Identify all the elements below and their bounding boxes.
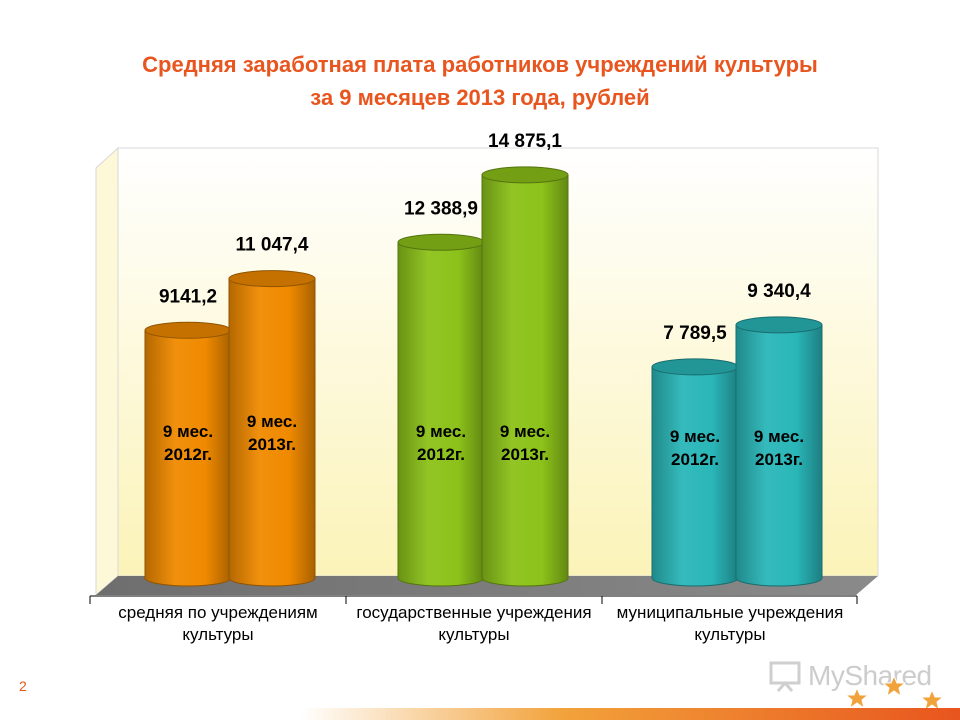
category-label: средняя по учреждениям xyxy=(118,603,317,622)
bar-top xyxy=(651,358,739,376)
series-label: 9 мес. xyxy=(163,422,213,441)
category-label: муниципальные учреждения xyxy=(617,603,844,622)
bar-body xyxy=(228,278,316,587)
bar-top xyxy=(228,270,316,288)
series-label: 9 мес. xyxy=(670,427,720,446)
bar-top xyxy=(735,316,823,334)
bar xyxy=(481,166,569,587)
bar-body xyxy=(481,174,569,587)
data-label: 9141,2 xyxy=(159,286,217,307)
bar-body xyxy=(397,241,485,587)
data-label: 12 388,9 xyxy=(404,198,478,219)
chart-title: Средняя заработная плата работников учре… xyxy=(20,48,940,114)
chart-side-wall xyxy=(95,146,119,597)
series-label: 9 мес. xyxy=(754,427,804,446)
series-label: 2012г. xyxy=(164,445,212,464)
bar-top xyxy=(144,321,232,339)
bar-body xyxy=(651,366,739,587)
category-label: культуры xyxy=(438,625,509,644)
data-label: 7 789,5 xyxy=(663,323,727,344)
series-label: 2012г. xyxy=(671,450,719,469)
myshared-logo: MyShared xyxy=(768,656,932,696)
bar-top xyxy=(481,166,569,184)
series-label: 9 мес. xyxy=(500,422,550,441)
category-label: государственные учреждения xyxy=(356,603,591,622)
bar xyxy=(735,316,823,587)
series-label: 2012г. xyxy=(417,445,465,464)
series-label: 2013г. xyxy=(248,435,296,454)
bar-top xyxy=(397,233,485,251)
series-label: 9 мес. xyxy=(247,412,297,431)
presentation-icon xyxy=(769,661,801,692)
series-label: 9 мес. xyxy=(416,422,466,441)
data-label: 11 047,4 xyxy=(236,235,309,256)
page-number: 2 xyxy=(19,678,27,694)
footer-stripe xyxy=(300,708,960,720)
bar xyxy=(228,270,316,587)
series-label: 2013г. xyxy=(755,450,803,469)
star-decoration-icon xyxy=(844,674,945,712)
data-label: 9 340,4 xyxy=(747,281,811,302)
category-label: культуры xyxy=(182,625,253,644)
chart-title-line-2: за 9 месяцев 2013 года, рублей xyxy=(310,85,650,110)
bar xyxy=(397,233,485,587)
logo-text: MyShared xyxy=(808,660,932,691)
chart-title-line-1: Средняя заработная плата работников учре… xyxy=(142,52,818,77)
bar xyxy=(651,358,739,587)
bar-body xyxy=(735,324,823,587)
data-label: 14 875,1 xyxy=(488,131,562,152)
series-label: 2013г. xyxy=(501,445,549,464)
bar xyxy=(144,321,232,587)
category-label: культуры xyxy=(694,625,765,644)
